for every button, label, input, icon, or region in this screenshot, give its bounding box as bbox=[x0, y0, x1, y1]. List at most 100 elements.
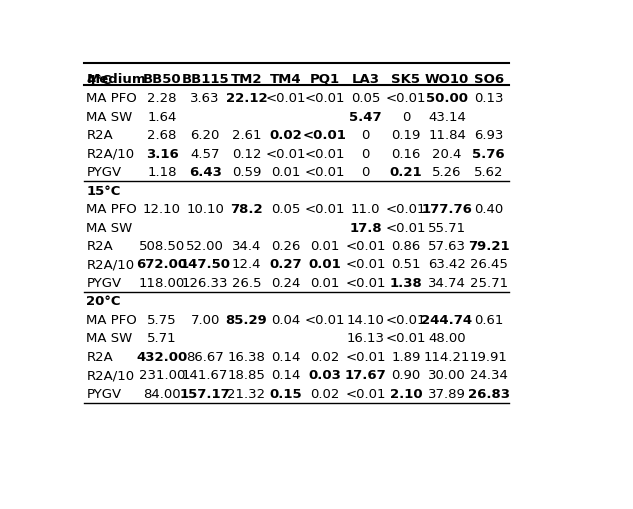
Text: 0.14: 0.14 bbox=[271, 369, 300, 381]
Text: 4.57: 4.57 bbox=[191, 148, 220, 160]
Text: <0.01: <0.01 bbox=[265, 92, 306, 105]
Text: 1.18: 1.18 bbox=[147, 166, 177, 179]
Text: 177.76: 177.76 bbox=[422, 203, 472, 216]
Text: 6.93: 6.93 bbox=[474, 129, 503, 142]
Text: 1.38: 1.38 bbox=[389, 276, 422, 289]
Text: 141.67: 141.67 bbox=[182, 369, 229, 381]
Text: 0.12: 0.12 bbox=[232, 148, 261, 160]
Text: 508.50: 508.50 bbox=[139, 240, 185, 252]
Text: Medium: Medium bbox=[87, 73, 146, 86]
Text: R2A/10: R2A/10 bbox=[87, 148, 135, 160]
Text: 0.02: 0.02 bbox=[310, 350, 339, 363]
Text: 5.76: 5.76 bbox=[472, 148, 505, 160]
Text: 2.61: 2.61 bbox=[232, 129, 261, 142]
Text: <0.01: <0.01 bbox=[265, 148, 306, 160]
Text: 0.86: 0.86 bbox=[391, 240, 420, 252]
Text: 3.16: 3.16 bbox=[146, 148, 179, 160]
Text: <0.01: <0.01 bbox=[385, 92, 426, 105]
Text: SK5: SK5 bbox=[391, 73, 420, 86]
Text: 55.71: 55.71 bbox=[428, 221, 466, 234]
Text: 114.21: 114.21 bbox=[424, 350, 470, 363]
Text: PYGV: PYGV bbox=[87, 166, 122, 179]
Text: 0.13: 0.13 bbox=[474, 92, 503, 105]
Text: R2A/10: R2A/10 bbox=[87, 258, 135, 271]
Text: 0.24: 0.24 bbox=[271, 276, 300, 289]
Text: 0.01: 0.01 bbox=[310, 276, 339, 289]
Text: R2A: R2A bbox=[87, 240, 113, 252]
Text: 16.13: 16.13 bbox=[346, 332, 384, 345]
Text: 86.67: 86.67 bbox=[186, 350, 224, 363]
Text: 34.4: 34.4 bbox=[232, 240, 261, 252]
Text: 12.10: 12.10 bbox=[143, 203, 181, 216]
Text: 2.10: 2.10 bbox=[389, 387, 422, 400]
Text: 52.00: 52.00 bbox=[186, 240, 224, 252]
Text: 0: 0 bbox=[361, 166, 370, 179]
Text: PYGV: PYGV bbox=[87, 276, 122, 289]
Text: 25.71: 25.71 bbox=[470, 276, 508, 289]
Text: 16.38: 16.38 bbox=[227, 350, 265, 363]
Text: 17.67: 17.67 bbox=[344, 369, 386, 381]
Text: 157.17: 157.17 bbox=[180, 387, 230, 400]
Text: 15°C: 15°C bbox=[87, 184, 121, 197]
Text: <0.01: <0.01 bbox=[304, 203, 345, 216]
Text: 0.90: 0.90 bbox=[391, 369, 420, 381]
Text: <0.01: <0.01 bbox=[304, 166, 345, 179]
Text: 43.14: 43.14 bbox=[428, 110, 466, 124]
Text: <0.01: <0.01 bbox=[345, 240, 385, 252]
Text: 126.33: 126.33 bbox=[182, 276, 229, 289]
Text: 2.68: 2.68 bbox=[147, 129, 177, 142]
Text: 672.00: 672.00 bbox=[137, 258, 187, 271]
Text: 0.61: 0.61 bbox=[474, 313, 503, 326]
Text: PYGV: PYGV bbox=[87, 387, 122, 400]
Text: TM2: TM2 bbox=[230, 73, 262, 86]
Text: 4°C: 4°C bbox=[87, 74, 112, 87]
Text: 84.00: 84.00 bbox=[143, 387, 181, 400]
Text: 79.21: 79.21 bbox=[468, 240, 510, 252]
Text: 21.32: 21.32 bbox=[227, 387, 265, 400]
Text: 0.16: 0.16 bbox=[391, 148, 420, 160]
Text: 0.01: 0.01 bbox=[271, 166, 300, 179]
Text: 0: 0 bbox=[402, 110, 410, 124]
Text: 0.05: 0.05 bbox=[351, 92, 380, 105]
Text: MA PFO: MA PFO bbox=[87, 313, 137, 326]
Text: 5.62: 5.62 bbox=[474, 166, 503, 179]
Text: 12.4: 12.4 bbox=[232, 258, 261, 271]
Text: 231.00: 231.00 bbox=[139, 369, 185, 381]
Text: 7.00: 7.00 bbox=[191, 313, 220, 326]
Text: 24.34: 24.34 bbox=[470, 369, 508, 381]
Text: 48.00: 48.00 bbox=[429, 332, 466, 345]
Text: <0.01: <0.01 bbox=[385, 332, 426, 345]
Text: <0.01: <0.01 bbox=[304, 148, 345, 160]
Text: MA SW: MA SW bbox=[87, 221, 133, 234]
Text: 17.8: 17.8 bbox=[349, 221, 382, 234]
Text: <0.01: <0.01 bbox=[303, 129, 347, 142]
Text: 1.89: 1.89 bbox=[391, 350, 420, 363]
Text: 5.71: 5.71 bbox=[147, 332, 177, 345]
Text: 432.00: 432.00 bbox=[136, 350, 187, 363]
Text: 244.74: 244.74 bbox=[422, 313, 473, 326]
Text: 14.10: 14.10 bbox=[346, 313, 384, 326]
Text: 0: 0 bbox=[361, 148, 370, 160]
Text: 0.02: 0.02 bbox=[310, 387, 339, 400]
Text: 0.40: 0.40 bbox=[474, 203, 503, 216]
Text: 10.10: 10.10 bbox=[186, 203, 224, 216]
Text: R2A: R2A bbox=[87, 350, 113, 363]
Text: <0.01: <0.01 bbox=[304, 313, 345, 326]
Text: MA PFO: MA PFO bbox=[87, 92, 137, 105]
Text: R2A/10: R2A/10 bbox=[87, 369, 135, 381]
Text: 0.27: 0.27 bbox=[270, 258, 302, 271]
Text: <0.01: <0.01 bbox=[385, 313, 426, 326]
Text: LA3: LA3 bbox=[351, 73, 379, 86]
Text: 2.28: 2.28 bbox=[147, 92, 177, 105]
Text: 0.03: 0.03 bbox=[308, 369, 341, 381]
Text: <0.01: <0.01 bbox=[345, 258, 385, 271]
Text: 5.75: 5.75 bbox=[147, 313, 177, 326]
Text: 26.5: 26.5 bbox=[232, 276, 261, 289]
Text: 118.00: 118.00 bbox=[139, 276, 185, 289]
Text: 19.91: 19.91 bbox=[470, 350, 508, 363]
Text: <0.01: <0.01 bbox=[345, 387, 385, 400]
Text: 78.2: 78.2 bbox=[230, 203, 263, 216]
Text: 57.63: 57.63 bbox=[428, 240, 466, 252]
Text: MA PFO: MA PFO bbox=[87, 203, 137, 216]
Text: 0.01: 0.01 bbox=[310, 240, 339, 252]
